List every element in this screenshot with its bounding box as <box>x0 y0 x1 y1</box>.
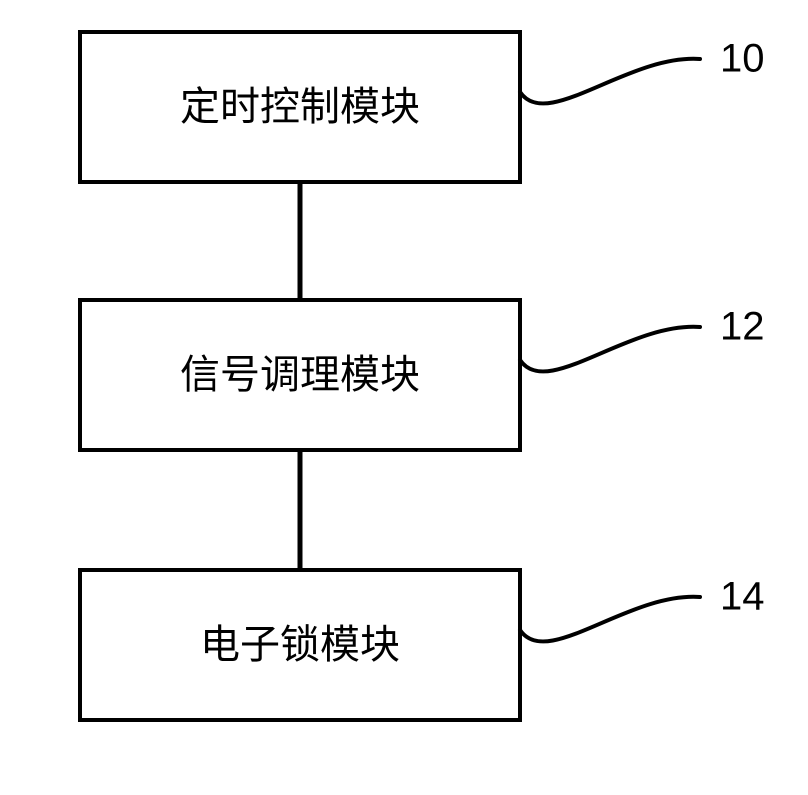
node-label: 电子锁模块 <box>200 622 400 667</box>
callout-label: 10 <box>720 37 765 81</box>
flow-node-n12: 信号调理模块 <box>80 300 520 450</box>
flow-node-n14: 电子锁模块 <box>80 570 520 720</box>
node-label: 信号调理模块 <box>180 352 420 397</box>
flow-node-n10: 定时控制模块 <box>80 32 520 182</box>
node-label: 定时控制模块 <box>180 84 420 129</box>
callout-label: 14 <box>720 575 765 619</box>
callout-label: 12 <box>720 305 765 349</box>
